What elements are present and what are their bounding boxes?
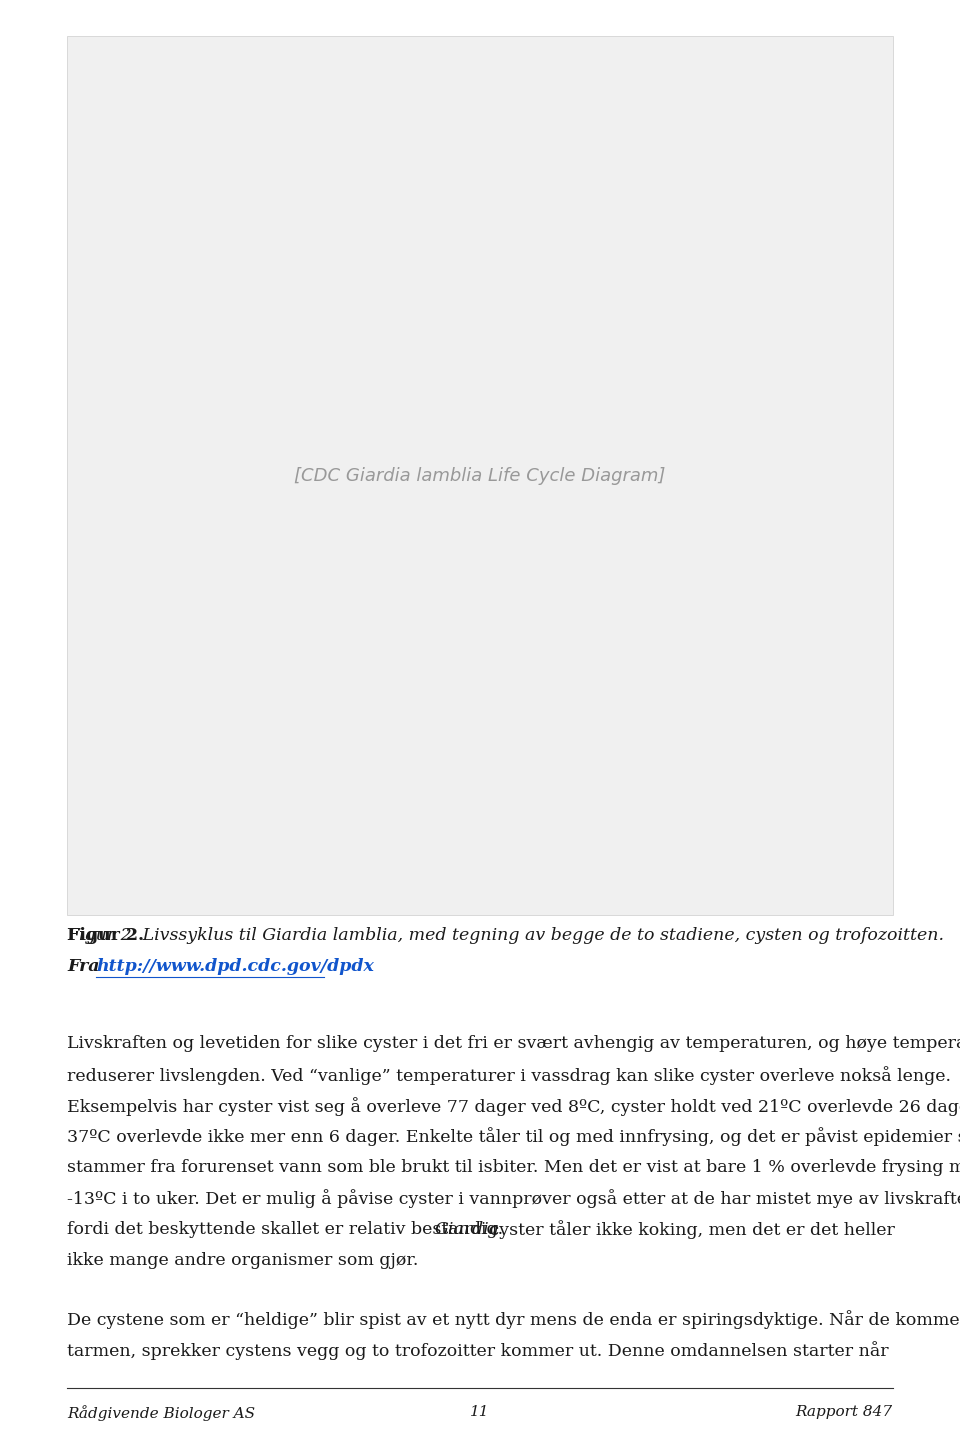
Text: http://www.dpd.cdc.gov/dpdx: http://www.dpd.cdc.gov/dpdx [96, 958, 373, 976]
Text: 11: 11 [470, 1405, 490, 1419]
Text: tarmen, sprekker cystens vegg og to trofozoitter kommer ut. Denne omdannelsen st: tarmen, sprekker cystens vegg og to trof… [67, 1342, 889, 1360]
Text: Figur 2.: Figur 2. [67, 927, 144, 944]
Text: Rådgivende Biologer AS: Rådgivende Biologer AS [67, 1405, 255, 1421]
Text: ikke mange andre organismer som gjør.: ikke mange andre organismer som gjør. [67, 1251, 419, 1268]
Text: -13ºC i to uker. Det er mulig å påvise cyster i vannprøver også etter at de har : -13ºC i to uker. Det er mulig å påvise c… [67, 1190, 960, 1209]
Text: stammer fra forurenset vann som ble brukt til isbiter. Men det er vist at bare 1: stammer fra forurenset vann som ble bruk… [67, 1159, 960, 1176]
Text: Eksempelvis har cyster vist seg å overleve 77 dager ved 8ºC, cyster holdt ved 21: Eksempelvis har cyster vist seg å overle… [67, 1097, 960, 1115]
Text: fordi det beskyttende skallet er relativ bestandig.: fordi det beskyttende skallet er relativ… [67, 1221, 509, 1238]
Text: Giardia: Giardia [434, 1221, 499, 1238]
Text: Rapport 847: Rapport 847 [796, 1405, 893, 1419]
Text: reduserer livslengden. Ved “vanlige” temperaturer i vassdrag kan slike cyster ov: reduserer livslengden. Ved “vanlige” tem… [67, 1066, 951, 1085]
Text: Livskraften og levetiden for slike cyster i det fri er svært avhengig av tempera: Livskraften og levetiden for slike cyste… [67, 1035, 960, 1052]
Bar [67, 36, 893, 915]
Text: Fra: Fra [67, 958, 106, 976]
Text: cyster tåler ikke koking, men det er det heller: cyster tåler ikke koking, men det er det… [484, 1221, 895, 1239]
Text: Figur 2. Livssyklus til Giardia lamblia, med tegning av begge de to stadiene, cy: Figur 2. Livssyklus til Giardia lamblia,… [67, 927, 945, 944]
Text: 37ºC overlevde ikke mer enn 6 dager. Enkelte tåler til og med innfrysing, og det: 37ºC overlevde ikke mer enn 6 dager. Enk… [67, 1127, 960, 1147]
Text: De cystene som er “heldige” blir spist av et nytt dyr mens de enda er spiringsdy: De cystene som er “heldige” blir spist a… [67, 1310, 960, 1329]
Text: [CDC Giardia lamblia Life Cycle Diagram]: [CDC Giardia lamblia Life Cycle Diagram] [295, 467, 665, 484]
